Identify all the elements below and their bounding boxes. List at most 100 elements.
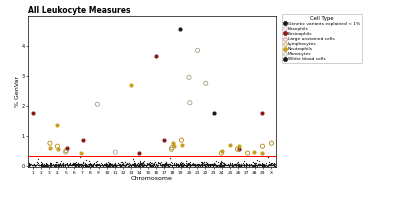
Point: [137, 161, 144, 164]
Point: [210, 163, 217, 166]
Point: [238, 163, 244, 166]
Point: [268, 162, 274, 166]
Point: [184, 163, 191, 166]
Point: [112, 164, 118, 167]
Point: [78, 164, 84, 167]
Point: [225, 163, 232, 167]
Point: [163, 164, 169, 167]
Point: [194, 162, 201, 166]
Point: [210, 164, 216, 167]
Point: [118, 164, 124, 167]
Point: [46, 164, 53, 167]
Point: [217, 161, 223, 164]
Point: [146, 161, 152, 164]
Point: [26, 163, 32, 166]
Point: [208, 163, 214, 166]
Point: [265, 156, 272, 159]
Point: [185, 161, 192, 165]
Point: [68, 164, 74, 167]
Point: [140, 164, 146, 167]
Point: [82, 162, 88, 165]
Point: [135, 164, 142, 167]
Point: [164, 162, 170, 165]
Point: [138, 163, 145, 166]
Point: [157, 162, 163, 165]
Point: [94, 164, 100, 167]
Point: [195, 163, 201, 166]
Point: [178, 164, 184, 167]
Point: [57, 162, 64, 165]
Point: [72, 164, 78, 167]
Point: [58, 164, 64, 167]
Point: [196, 163, 202, 166]
Point: [180, 163, 186, 166]
Point: [175, 163, 182, 166]
Point: [131, 162, 138, 166]
Point: [30, 164, 37, 167]
Point: [268, 163, 274, 167]
Point: [87, 164, 93, 167]
Point: [258, 164, 265, 167]
Point: [87, 163, 93, 167]
Point: [142, 163, 148, 167]
Point: [178, 163, 184, 166]
Point: [43, 163, 50, 166]
Point: [64, 163, 70, 166]
Point: [107, 164, 114, 167]
Point: [111, 164, 118, 167]
Point: [169, 164, 175, 167]
Point: [252, 163, 259, 167]
Point: [176, 162, 183, 166]
Point: [45, 164, 52, 167]
Point: [171, 162, 177, 166]
Point: [118, 160, 125, 164]
Point: [235, 164, 242, 167]
Point: [110, 164, 116, 167]
Point: [128, 164, 134, 167]
Point: [36, 164, 42, 167]
Point: [187, 164, 194, 167]
Point: [162, 163, 169, 166]
Point: [215, 161, 221, 164]
Point: [95, 164, 101, 167]
Point: [211, 163, 217, 166]
Point: [123, 162, 130, 165]
Point: [205, 163, 212, 166]
Point: [54, 163, 60, 167]
Point: [194, 164, 201, 167]
Point: [159, 164, 165, 167]
Point: [164, 164, 170, 167]
Point: [104, 163, 111, 166]
Point: [119, 163, 126, 167]
Point: [161, 164, 167, 167]
Point: [71, 163, 78, 167]
Point: [226, 164, 233, 167]
Point: [78, 163, 84, 166]
Point: [112, 162, 118, 165]
Point: [234, 163, 241, 167]
Point: [220, 163, 226, 167]
Point: [241, 164, 247, 167]
Point: [140, 164, 147, 167]
Point: [141, 160, 148, 163]
Point: [224, 164, 230, 167]
Point: [109, 163, 116, 166]
Point: [70, 164, 76, 167]
Point: [118, 163, 124, 166]
Point: [54, 164, 61, 167]
Point: [62, 151, 69, 154]
Point: [237, 163, 243, 167]
Point: [229, 163, 235, 167]
Point: [217, 163, 223, 166]
Point: [133, 164, 139, 167]
Point: [218, 151, 224, 155]
Point: [33, 163, 40, 166]
Point: [100, 164, 107, 167]
Point: [46, 162, 53, 165]
Point: [85, 163, 91, 166]
Point: [29, 112, 36, 115]
Point: [170, 163, 176, 166]
Point: [230, 164, 237, 167]
Point: [226, 164, 233, 167]
Point: [125, 162, 132, 165]
